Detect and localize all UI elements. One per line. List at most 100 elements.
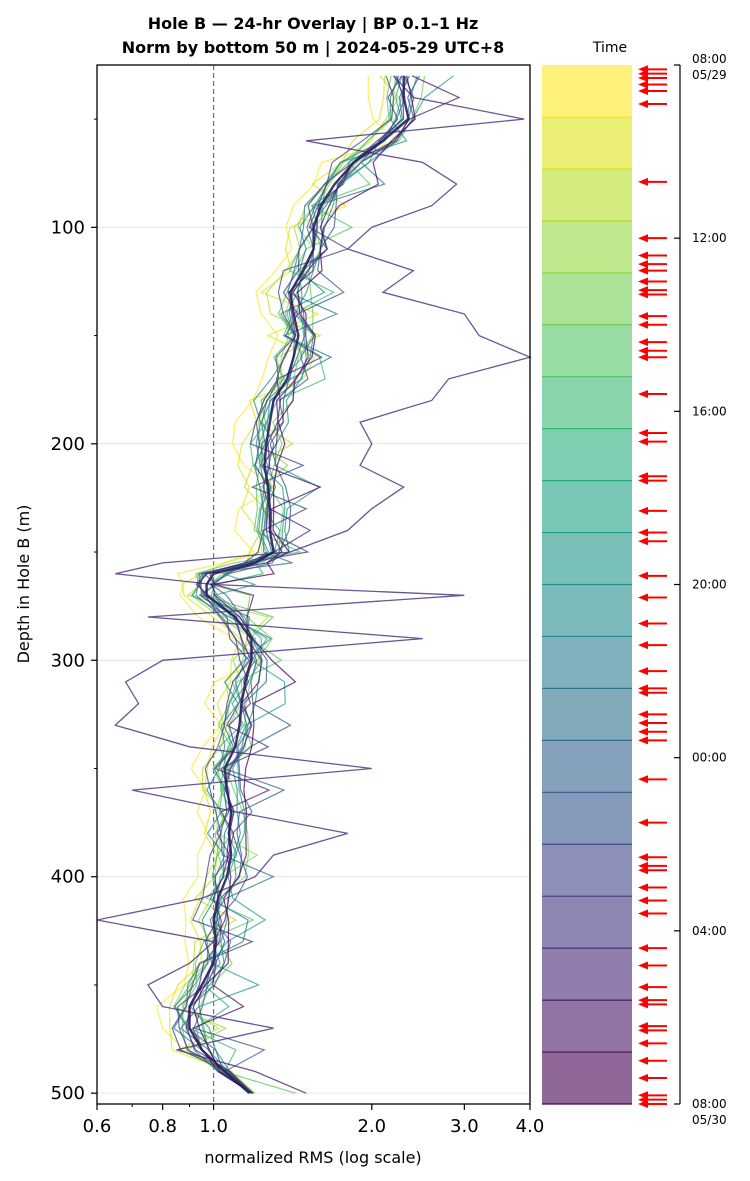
series-line <box>155 75 398 1094</box>
event-arrow <box>638 667 667 676</box>
event-arrow-head <box>638 983 648 992</box>
event-arrow-head <box>638 1000 648 1009</box>
event-arrow-head <box>638 290 648 299</box>
colorbar-segment <box>542 532 632 585</box>
event-arrow-head <box>638 961 648 970</box>
event-arrow <box>638 719 667 727</box>
event-arrow-head <box>638 619 648 628</box>
event-arrow <box>638 320 667 329</box>
colorbar-segment <box>542 65 632 117</box>
event-arrow <box>638 260 667 269</box>
event-arrow-head <box>638 506 648 515</box>
y-axis-label: Depth in Hole B (m) <box>14 505 33 664</box>
event-arrow <box>638 251 667 260</box>
colorbar-segment <box>542 740 632 793</box>
event-arrow-head <box>638 866 648 875</box>
event-arrow-head <box>638 571 648 580</box>
event-arrow-head <box>638 719 648 727</box>
colorbar-segment <box>542 792 632 845</box>
event-arrow-head <box>638 100 648 108</box>
event-arrow-head <box>638 944 648 953</box>
event-arrow-head <box>638 593 648 602</box>
event-arrow-head <box>638 736 648 745</box>
event-arrow <box>638 571 667 580</box>
event-arrow-head <box>638 688 648 697</box>
series-line <box>168 75 386 1094</box>
colorbar-segment <box>542 220 632 273</box>
colorbar-tick-label: 04:00 <box>692 924 727 938</box>
colorbar-segment <box>542 168 632 221</box>
colorbar-segment <box>542 272 632 325</box>
event-arrow <box>638 896 667 905</box>
y-tick-label: 100 <box>51 217 85 238</box>
event-arrow <box>638 266 667 275</box>
event-arrow-head <box>638 909 648 918</box>
series-line <box>192 75 416 1094</box>
event-arrow <box>638 80 667 89</box>
colorbar-axis: 08:00 05/29 12:00 16:00 20:00 00:00 04:00 08:00… <box>674 52 727 1127</box>
event-arrow <box>638 390 667 398</box>
colorbar-segment <box>542 948 632 1001</box>
event-arrow <box>638 1026 667 1035</box>
x-tick-label: 4.0 <box>516 1116 545 1137</box>
series-line <box>198 75 418 1094</box>
event-arrow-head <box>638 266 648 275</box>
event-arrow-head <box>638 1026 648 1035</box>
colorbar-segment <box>542 688 632 741</box>
colorbar-tick-label: 12:00 <box>692 231 727 245</box>
y-tick-label: 300 <box>51 650 85 671</box>
series-lines <box>96 75 532 1095</box>
colorbar-tick-label: 00:00 <box>692 751 727 765</box>
event-arrow-head <box>638 234 648 243</box>
event-arrow <box>638 688 667 697</box>
colorbar-segment <box>542 1052 632 1104</box>
x-tick-label: 2.0 <box>357 1116 386 1137</box>
event-arrow <box>638 234 667 243</box>
event-arrow <box>638 537 667 546</box>
event-arrow <box>638 1100 667 1108</box>
event-arrow <box>638 87 667 95</box>
colorbar-segment <box>542 376 632 429</box>
y-tick-label: 200 <box>51 434 85 455</box>
event-arrow-head <box>638 528 648 537</box>
event-arrow-head <box>638 727 648 736</box>
colorbar-tick-label: 08:00 <box>692 52 727 66</box>
event-arrow <box>638 476 667 485</box>
colorbar-label: Time <box>592 40 627 56</box>
event-arrow-head <box>638 818 648 827</box>
event-arrow-head <box>638 177 648 186</box>
event-arrow-head <box>638 1074 648 1082</box>
event-arrow-head <box>638 346 648 355</box>
event-arrow-head <box>638 353 648 362</box>
x-tick-label: 0.8 <box>148 1116 177 1137</box>
x-tick-label: 0.6 <box>83 1116 112 1137</box>
event-arrow-head <box>638 74 648 82</box>
event-arrow-head <box>638 429 648 437</box>
event-arrow-head <box>638 476 648 485</box>
event-arrow <box>638 866 667 875</box>
event-arrow-head <box>638 667 648 676</box>
event-arrows <box>638 65 667 1108</box>
event-arrow-head <box>638 775 648 784</box>
colorbar-tick-label: 20:00 <box>692 578 727 592</box>
event-arrow-head <box>638 260 648 269</box>
median-line <box>188 75 410 1095</box>
event-arrow-head <box>638 87 648 95</box>
event-arrow <box>638 944 667 953</box>
event-arrow-head <box>638 277 648 286</box>
chart-title-line-1: Hole B — 24-hr Overlay | BP 0.1–1 Hz <box>148 14 479 34</box>
event-arrow <box>638 177 667 186</box>
colorbar-segment <box>542 428 632 481</box>
event-arrow <box>638 883 667 892</box>
x-tick-label: 1.0 <box>199 1116 228 1137</box>
y-tick-label: 500 <box>51 1083 85 1104</box>
colorbar-segment <box>542 636 632 689</box>
outlier-series-line <box>96 75 532 1094</box>
event-arrow <box>638 1074 667 1082</box>
event-arrow <box>638 346 667 355</box>
event-arrow <box>638 277 667 286</box>
event-arrow <box>638 290 667 299</box>
event-arrow <box>638 909 667 918</box>
event-arrow <box>638 619 667 628</box>
